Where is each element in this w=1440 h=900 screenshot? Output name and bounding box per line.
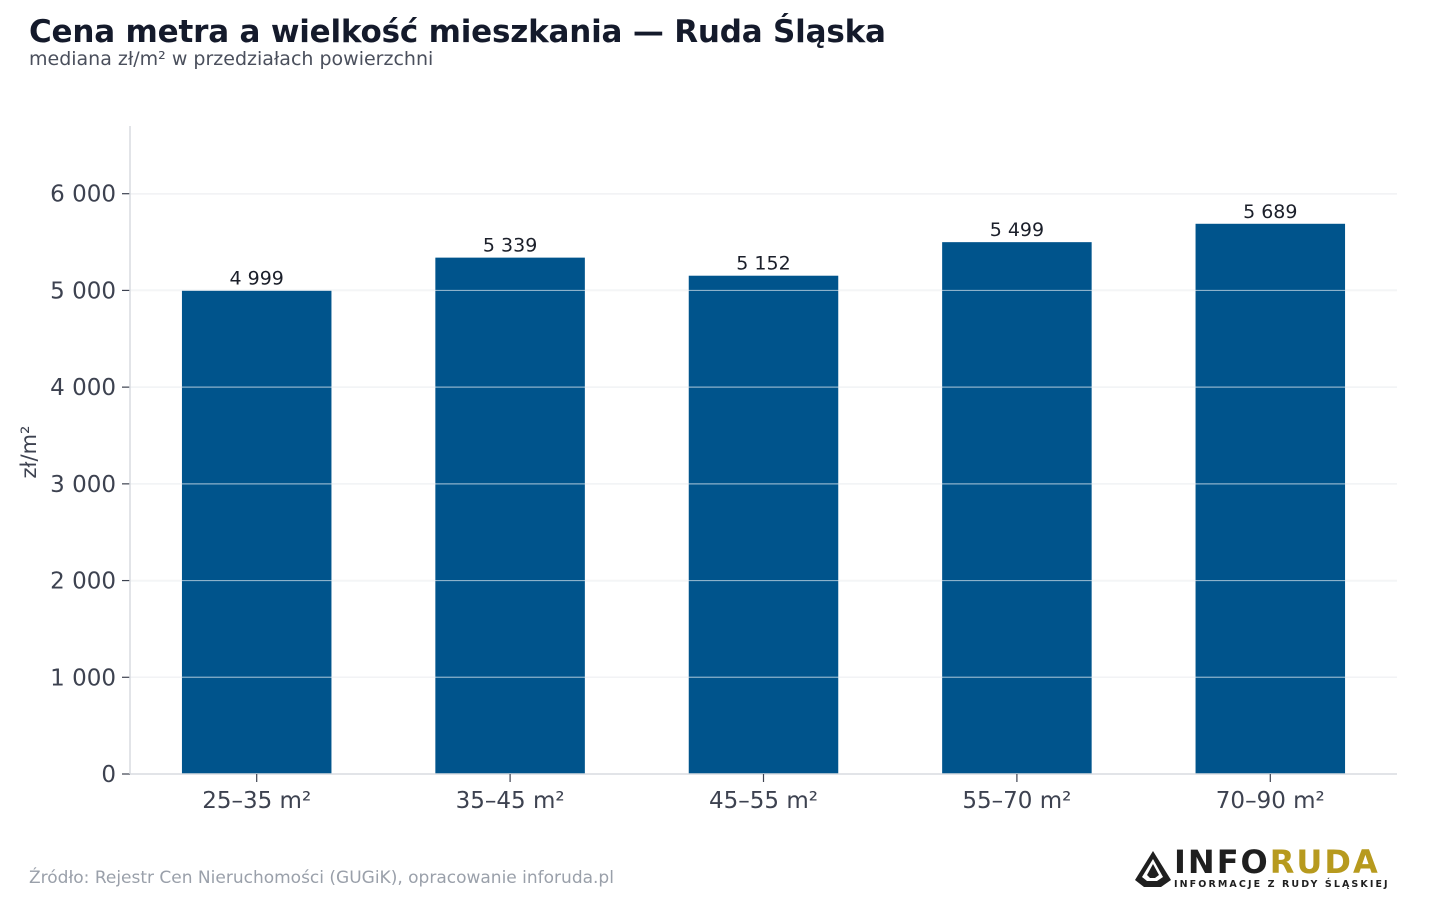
bar <box>181 290 332 774</box>
x-tick-label: 35–45 m² <box>456 788 565 814</box>
y-tick-label: 5 000 <box>50 278 116 304</box>
inforuda-logo: INFORUDA INFORMACJE Z RUDY ŚLĄSKIEJ <box>1134 844 1414 892</box>
logo-tagline: INFORMACJE Z RUDY ŚLĄSKIEJ <box>1174 879 1390 890</box>
bar <box>1195 223 1346 775</box>
x-tick-label: 45–55 m² <box>709 788 818 814</box>
bar-value-label: 5 152 <box>736 253 790 275</box>
chart-title: Cena metra a wielkość mieszkania — Ruda … <box>29 14 886 50</box>
bar-value-label: 5 339 <box>483 235 537 257</box>
x-tick-label: 70–90 m² <box>1216 788 1325 814</box>
bar-value-label: 5 499 <box>990 219 1044 241</box>
bar <box>688 275 839 774</box>
x-tick-label: 55–70 m² <box>962 788 1071 814</box>
chart-subtitle: mediana zł/m² w przedziałach powierzchni <box>29 48 434 70</box>
bar-value-label: 4 999 <box>229 268 283 290</box>
y-tick-label: 4 000 <box>50 375 116 401</box>
bar <box>435 257 585 774</box>
logo-info-text: INFO <box>1174 843 1270 881</box>
x-tick-label: 25–35 m² <box>202 788 311 814</box>
y-axis-label: zł/m² <box>17 426 41 479</box>
y-tick-label: 2 000 <box>50 569 116 595</box>
y-tick-label: 6 000 <box>50 182 116 208</box>
logo-wordmark: INFORUDA <box>1174 844 1380 880</box>
logo-ruda-text: RUDA <box>1269 843 1380 881</box>
bar-value-label: 5 689 <box>1243 201 1297 223</box>
y-tick-label: 3 000 <box>50 472 116 498</box>
logo-mark-icon <box>1135 851 1171 887</box>
y-tick-label: 0 <box>101 762 116 788</box>
source-note: Źródło: Rejestr Cen Nieruchomości (GUGiK… <box>29 868 614 888</box>
bar <box>942 242 1092 774</box>
y-tick-label: 1 000 <box>50 665 116 691</box>
